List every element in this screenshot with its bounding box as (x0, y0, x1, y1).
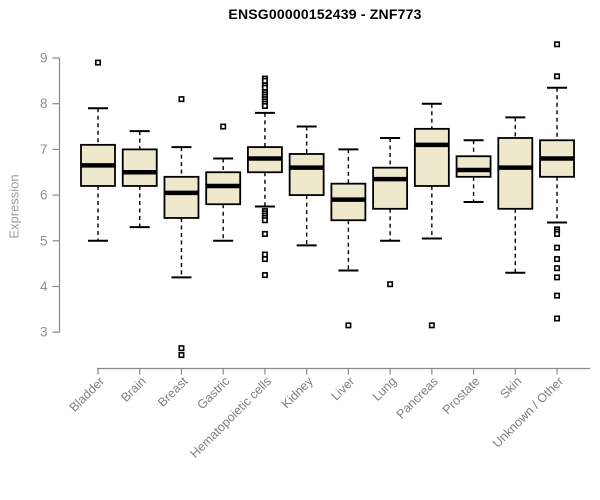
x-tick-label-bladder: Bladder (67, 374, 107, 414)
x-tick-label-breast: Breast (155, 374, 191, 410)
x-tick-label-brain: Brain (118, 374, 149, 405)
boxplot-lung (372, 136, 409, 288)
boxplot-pancreas (413, 102, 450, 329)
iqr-box (205, 171, 242, 206)
outlier-point (178, 96, 185, 103)
boxplot-skin (497, 116, 534, 274)
outlier-point (554, 292, 561, 299)
outlier-point (554, 274, 561, 281)
outlier-point (554, 41, 561, 48)
boxplot-breast (163, 96, 200, 359)
x-tick-label-prostate: Prostate (440, 374, 483, 417)
boxplot-bladder (80, 59, 116, 242)
boxplot-kidney (288, 125, 325, 247)
outlier-point (554, 230, 561, 237)
boxplot-liver (330, 148, 367, 329)
x-tick-label-gastric: Gastric (194, 374, 232, 412)
outlier-point (387, 281, 394, 288)
y-tick-label: 7 (40, 142, 48, 157)
boxplot-unknown-other (539, 41, 575, 322)
outlier-point (554, 256, 561, 263)
iqr-box (121, 148, 158, 187)
outlier-point (428, 322, 435, 329)
y-tick-label: 5 (40, 233, 48, 248)
iqr-box (413, 127, 450, 187)
outlier-point (554, 265, 561, 272)
y-axis: 3 4 5 6 7 8 9 (40, 51, 61, 340)
outlier-point (554, 315, 561, 322)
iqr-box (372, 166, 409, 210)
x-tick-label-skin: Skin (497, 374, 524, 401)
x-tick-label-liver: Liver (328, 374, 357, 403)
boxplot-brain (121, 130, 158, 229)
boxplot-prostate (455, 139, 492, 203)
outlier-point (261, 251, 268, 258)
outlier-point (178, 345, 185, 352)
iqr-box (163, 175, 200, 219)
x-tick-label-kidney: Kidney (279, 374, 316, 411)
outlier-point (178, 352, 185, 359)
x-tick-label-hematopoietic-cells: Hematopoietic cells (187, 374, 274, 461)
iqr-box (330, 182, 367, 222)
y-tick-label: 4 (40, 279, 48, 294)
outlier-point (345, 322, 352, 329)
outlier-point (261, 102, 268, 109)
boxplot-gastric (205, 123, 242, 242)
outlier-point (261, 272, 268, 279)
outlier-point (95, 59, 102, 66)
x-tick-label-pancreas: Pancreas (394, 374, 441, 421)
outlier-point (261, 84, 268, 91)
outlier-point (554, 73, 561, 80)
y-tick-label: 8 (40, 96, 48, 111)
x-tick-label-unknown-other: Unknown / Other (490, 374, 566, 450)
iqr-box (455, 155, 492, 178)
outlier-point (261, 256, 268, 263)
y-tick-label: 9 (40, 51, 48, 66)
outlier-point (261, 77, 268, 84)
outlier-point (220, 123, 227, 130)
outlier-point (261, 217, 268, 224)
boxplot-hematopoietic-cells (247, 75, 283, 279)
outlier-point (554, 244, 561, 251)
x-tick-label-lung: Lung (370, 374, 400, 404)
outlier-point (261, 230, 268, 237)
iqr-box (288, 153, 325, 197)
y-tick-label: 3 (40, 325, 48, 340)
iqr-box (497, 137, 534, 210)
chart-title: ENSG00000152439 - ZNF773 (228, 6, 422, 22)
y-tick-label: 6 (40, 188, 48, 203)
